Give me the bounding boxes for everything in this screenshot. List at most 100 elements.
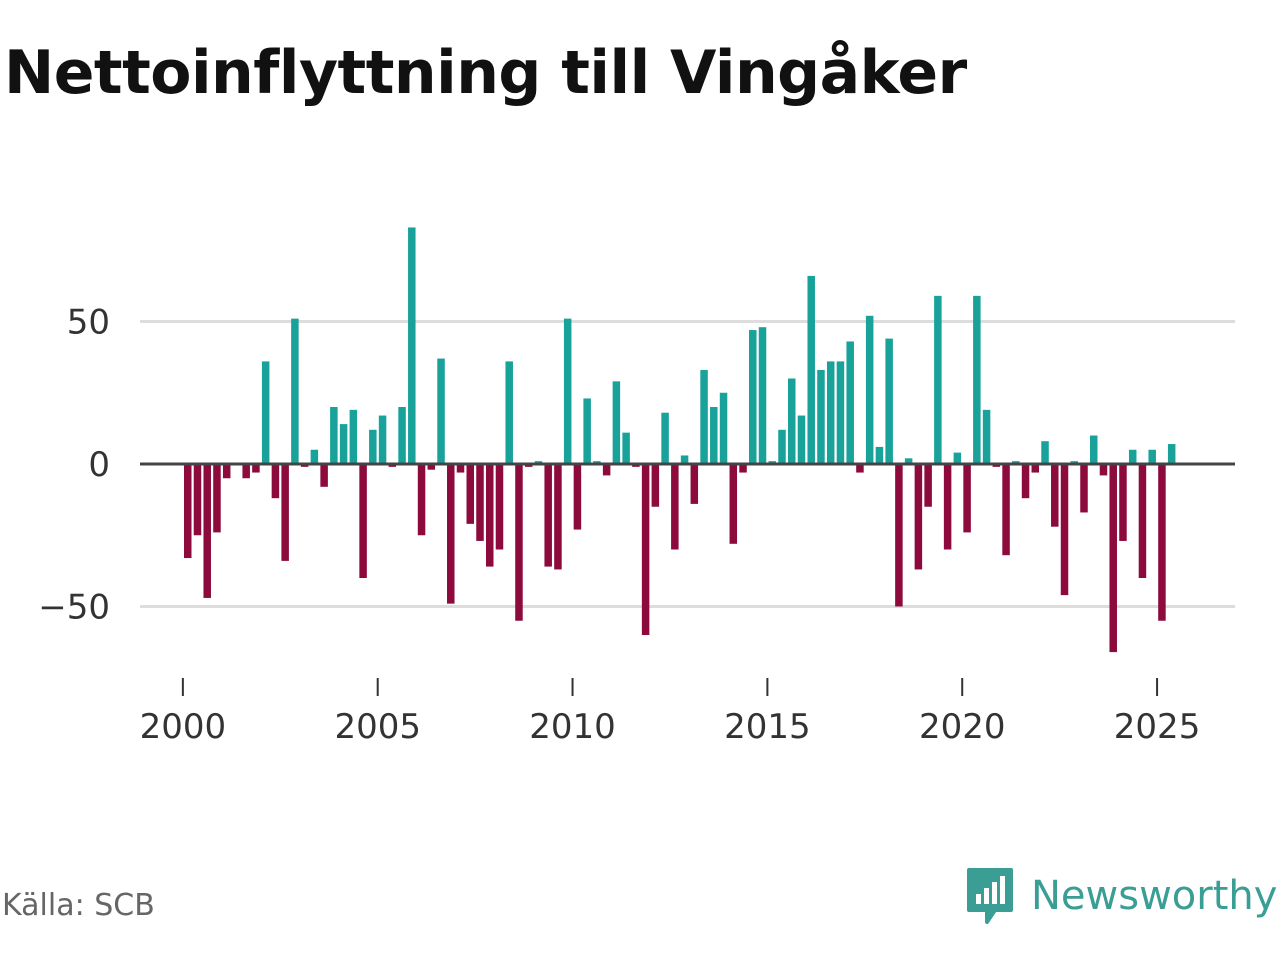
bar (710, 407, 718, 464)
bar (398, 407, 406, 464)
bar (466, 464, 475, 524)
bar (203, 464, 211, 598)
bar (963, 464, 971, 533)
bar (1041, 441, 1049, 464)
bar (661, 412, 669, 464)
bar (1051, 464, 1059, 527)
bar (836, 361, 845, 464)
bar (865, 315, 874, 464)
bar (408, 227, 416, 464)
y-tick-label: 50 (67, 303, 110, 343)
bar (437, 358, 445, 464)
bar (222, 464, 231, 479)
y-axis: 50 0 −50 (38, 303, 110, 628)
y-tick-label: 0 (88, 445, 110, 485)
bar (885, 338, 893, 464)
bar (943, 464, 952, 550)
x-tick-label: 2015 (724, 707, 811, 747)
bar (797, 415, 806, 464)
bar (1002, 464, 1010, 556)
bar (485, 464, 494, 567)
bar (739, 464, 747, 473)
bar (544, 464, 552, 567)
bar (856, 464, 864, 473)
x-tick-label: 2000 (140, 707, 227, 747)
source-label: Källa: SCB (2, 888, 155, 923)
x-tick-label: 2010 (529, 707, 616, 747)
bar (1060, 464, 1069, 596)
bar (271, 464, 280, 499)
bar (758, 327, 767, 464)
bar (261, 361, 270, 464)
brand-name: Newsworthy (1031, 873, 1278, 919)
bar (807, 275, 815, 464)
bar (456, 464, 465, 473)
bar (213, 464, 221, 533)
brand-logo: Newsworthy (965, 866, 1277, 926)
bar (505, 361, 513, 464)
bar (817, 369, 825, 464)
bar (563, 318, 572, 464)
bar (1031, 464, 1040, 473)
bar (1089, 435, 1098, 464)
bar (1148, 449, 1156, 464)
bar (193, 464, 202, 536)
bar (700, 369, 708, 464)
bar (749, 330, 757, 464)
bar (427, 464, 436, 470)
chart-title: Nettoinflyttning till Vingåker (4, 38, 967, 108)
bar (515, 464, 523, 621)
bar (339, 424, 348, 464)
bar (671, 464, 679, 550)
bar (914, 464, 923, 570)
x-tick-label: 2025 (1114, 707, 1201, 747)
bar (680, 455, 689, 464)
bar (1119, 464, 1127, 541)
bar (641, 464, 650, 635)
bar (934, 295, 942, 464)
x-tick-label: 2005 (334, 707, 421, 747)
bar-series (183, 227, 1176, 653)
bar (330, 407, 338, 464)
bar (846, 341, 854, 464)
bar (787, 378, 796, 464)
bar (252, 464, 260, 473)
bar (1109, 464, 1117, 653)
bar (895, 464, 903, 607)
bar (622, 432, 630, 464)
bar (1128, 449, 1137, 464)
bar (651, 464, 660, 507)
bar (495, 464, 504, 550)
bar (719, 392, 728, 464)
bar (1080, 464, 1088, 513)
bar (554, 464, 562, 570)
bar (612, 381, 621, 464)
bar (1138, 464, 1147, 578)
bar-chart: 50 0 −50 2000 2005 2010 2015 2020 2025 (38, 227, 1235, 747)
bar (476, 464, 484, 541)
bar (573, 464, 582, 530)
bar (310, 449, 319, 464)
bar (875, 446, 884, 464)
y-tick-label: −50 (38, 588, 110, 628)
bar (349, 409, 358, 464)
bar (924, 464, 932, 507)
bar (904, 458, 913, 464)
bar (1021, 464, 1030, 499)
bar (369, 429, 377, 464)
bar (291, 318, 299, 464)
bar (690, 464, 699, 504)
bar (378, 415, 387, 464)
bar (359, 464, 367, 578)
bar (1158, 464, 1166, 621)
bar (242, 464, 250, 479)
bar (447, 464, 455, 604)
bar (982, 409, 991, 464)
bar (953, 452, 962, 464)
bar (826, 361, 835, 464)
x-tick-label: 2020 (919, 707, 1006, 747)
bar (973, 295, 981, 464)
x-axis: 2000 2005 2010 2015 2020 2025 (140, 678, 1201, 747)
bar (183, 464, 192, 559)
newsworthy-logo-icon (967, 868, 1013, 924)
